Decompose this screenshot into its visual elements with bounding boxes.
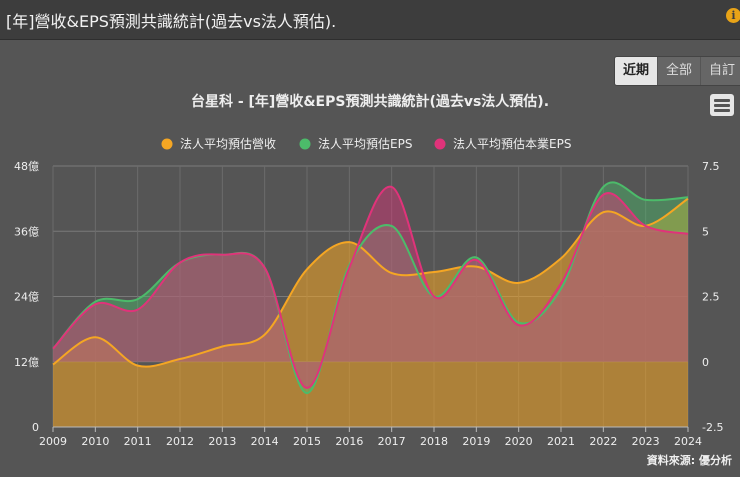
x-tick-label: 2015 (293, 435, 321, 448)
y-left-tick-label: 36億 (14, 225, 39, 238)
y-right-tick-label: 5 (702, 225, 709, 238)
x-tick-label: 2022 (589, 435, 617, 448)
legend-label-core-eps: 法人平均預估本業EPS (453, 137, 571, 151)
legend-label-eps: 法人平均預估EPS (318, 137, 412, 151)
y-right-tick-label: 7.5 (702, 160, 720, 173)
y-left-tick-label: 0 (32, 421, 39, 434)
hamburger-menu-icon[interactable] (710, 94, 734, 116)
page-header: [年]營收&EPS預測共識統計(過去vs法人預估). i (0, 0, 740, 40)
chart-title: 台星科 - [年]營收&EPS預測共識統計(過去vs法人預估). (191, 93, 549, 110)
x-tick-label: 2023 (632, 435, 660, 448)
legend-marker-core-eps (434, 138, 446, 150)
x-tick-label: 2018 (420, 435, 448, 448)
area-revenue (53, 198, 688, 427)
legend-label-revenue: 法人平均預估營收 (180, 137, 276, 151)
axes: 0 12億 24億 36億 48億 -2.5 0 2.5 5 7.5 2009 2010 2011 201… (14, 160, 723, 448)
x-tick-label: 2020 (505, 435, 533, 448)
line-core-eps (52, 185, 689, 389)
x-tick-label: 2012 (166, 435, 194, 448)
x-tick-label: 2016 (335, 435, 363, 448)
x-tick-label: 2017 (378, 435, 406, 448)
legend-marker-eps (299, 138, 311, 150)
area-eps (53, 182, 688, 394)
x-tick-label: 2019 (462, 435, 490, 448)
series-lines (52, 181, 689, 395)
x-tick-label: 2014 (251, 435, 279, 448)
legend-marker-revenue (161, 138, 173, 150)
x-tick-label: 2024 (674, 435, 702, 448)
x-tick-label: 2021 (547, 435, 575, 448)
area-core-eps (53, 186, 688, 388)
y-right-tick-label: 0 (702, 356, 709, 369)
range-tabs: 近期 全部 自訂 (614, 56, 740, 86)
y-right-tick-label: 2.5 (702, 291, 720, 304)
tab-custom[interactable]: 自訂 (700, 57, 740, 85)
tab-all[interactable]: 全部 (657, 57, 700, 85)
y-left-tick-label: 12億 (14, 356, 39, 369)
x-tick-label: 2010 (81, 435, 109, 448)
page-title: [年]營收&EPS預測共識統計(過去vs法人預估). (6, 12, 337, 31)
x-tick-label: 2013 (208, 435, 236, 448)
y-right-tick-label: -2.5 (702, 421, 723, 434)
y-left-tick-label: 24億 (14, 291, 39, 304)
tab-recent[interactable]: 近期 (615, 57, 657, 85)
x-tick-label: 2009 (39, 435, 67, 448)
x-tick-label: 2011 (124, 435, 152, 448)
series-areas (53, 182, 688, 427)
data-source: 資料來源: 優分析 (646, 454, 732, 467)
y-left-tick-label: 48億 (14, 160, 39, 173)
legend: 法人平均預估營收 法人平均預估EPS 法人平均預估本業EPS (161, 137, 571, 151)
info-icon[interactable]: i (726, 8, 740, 23)
